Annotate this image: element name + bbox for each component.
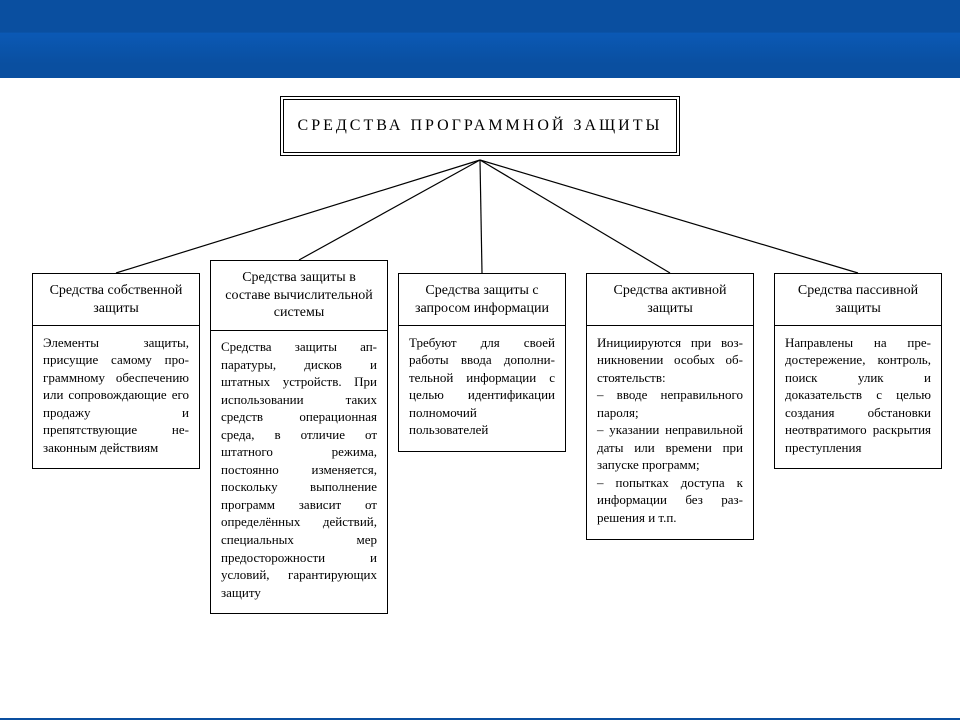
connector-line: [480, 160, 858, 273]
branch-body: Требуют для своей работы ввода дополни­т…: [398, 325, 566, 452]
branch-header: Средства собственной защиты: [32, 273, 200, 326]
presentation-background: СРЕДСТВА ПРОГРАММНОЙ ЗАЩИТЫ Средства соб…: [0, 0, 960, 720]
branch-body: Направлены на пре­достережение, конт­рол…: [774, 325, 942, 470]
branch-header: Средства пассивной защиты: [774, 273, 942, 326]
diagram-title-box: СРЕДСТВА ПРОГРАММНОЙ ЗАЩИТЫ: [280, 96, 680, 156]
branch-body: Инициируются при воз­никновении особых о…: [586, 325, 754, 540]
diagram-slide: СРЕДСТВА ПРОГРАММНОЙ ЗАЩИТЫ Средства соб…: [0, 78, 960, 718]
branch-node: Средства собственной защитыЭлементы защи…: [32, 273, 200, 469]
branch-header: Средства активной защиты: [586, 273, 754, 326]
connector-line: [116, 160, 480, 273]
branch-node: Средства защиты с запросом информацииТре…: [398, 273, 566, 452]
branch-body: Средства защиты ап­паратуры, дисков и шт…: [210, 329, 388, 614]
branch-header: Средства защиты в составе вычислительной…: [210, 260, 388, 331]
branch-header: Средства защиты с запросом информации: [398, 273, 566, 326]
branch-node: Средства пассивной защитыНаправлены на п…: [774, 273, 942, 469]
connector-line: [299, 160, 480, 260]
branch-node: Средства защиты в составе вычислительной…: [210, 260, 388, 614]
branch-node: Средства активной защитыИнициируются при…: [586, 273, 754, 540]
diagram-title-text: СРЕДСТВА ПРОГРАММНОЙ ЗАЩИТЫ: [298, 117, 663, 135]
connector-line: [480, 160, 482, 273]
connector-line: [480, 160, 670, 273]
branch-body: Элементы защиты, присущие самому про­гра…: [32, 325, 200, 470]
top-bar: [0, 0, 960, 64]
